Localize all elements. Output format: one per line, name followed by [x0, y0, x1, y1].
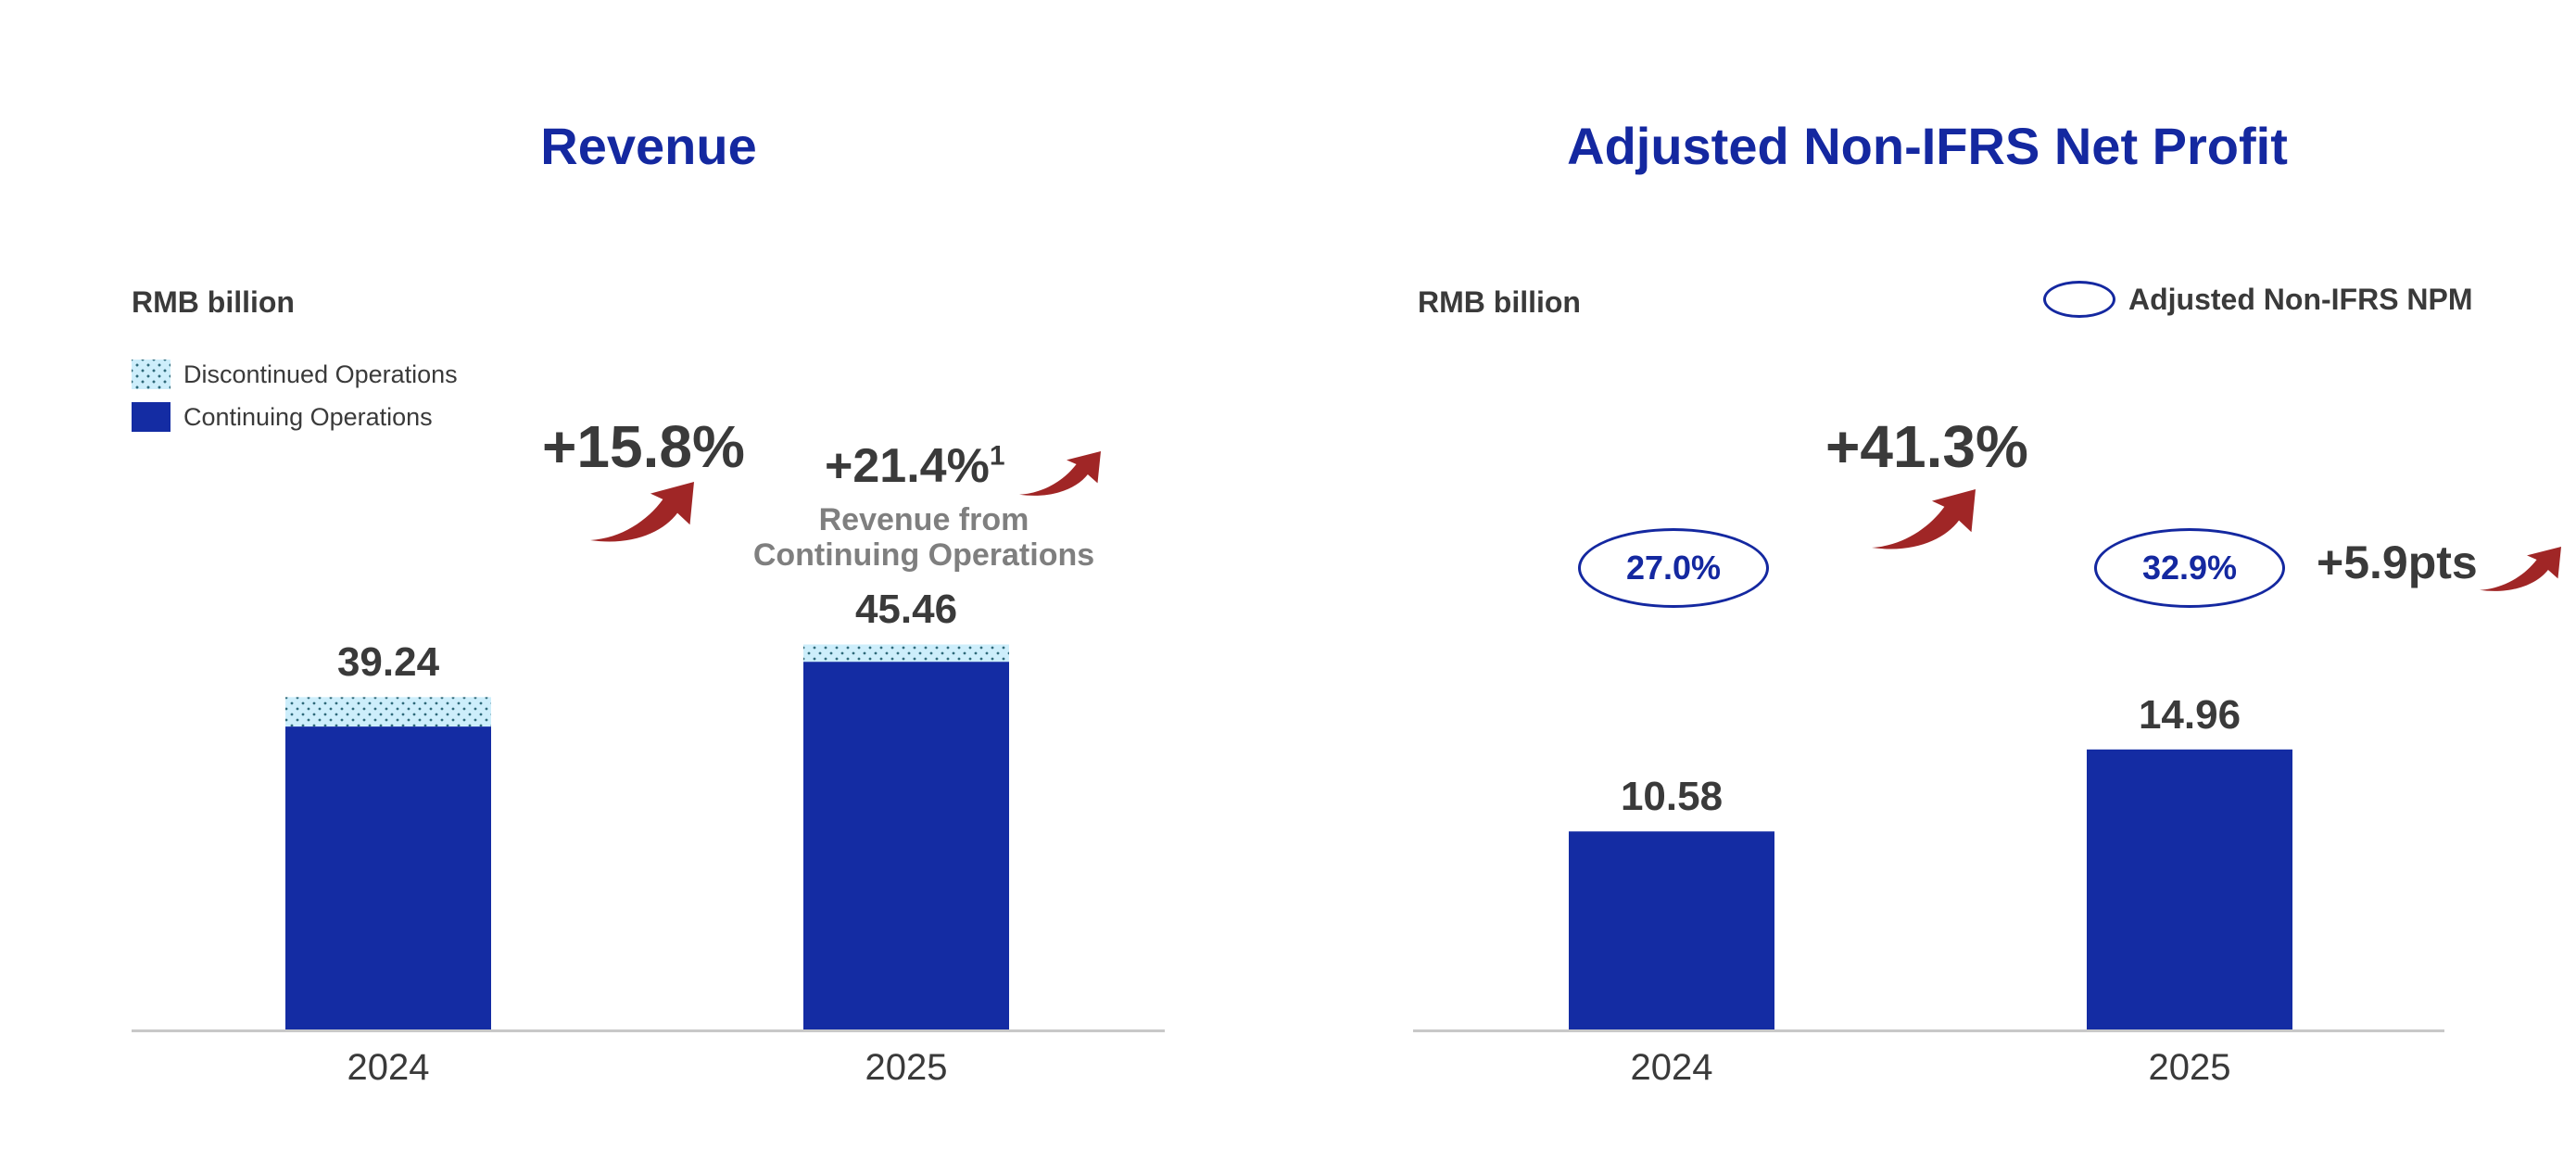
npm-bubble-2025: 32.9% — [2094, 528, 2285, 608]
legend-item-npm: Adjusted Non-IFRS NPM — [2043, 281, 2473, 318]
up-arrow-icon — [1872, 489, 1976, 549]
profit-chart-title: Adjusted Non-IFRS Net Profit — [1567, 117, 2288, 175]
legend-item-discontinued: Discontinued Operations — [132, 360, 458, 389]
profit-x-tick-2024: 2024 — [1630, 1047, 1713, 1088]
revenue-continuing-growth: +21.4%1 — [825, 438, 1005, 494]
bar-profit-2025 — [2087, 749, 2292, 1029]
revenue-unit-label: RMB billion — [132, 285, 295, 319]
profit-x-tick-2025: 2025 — [2148, 1047, 2231, 1088]
profit-unit-label: RMB billion — [1418, 285, 1581, 319]
revenue-chart-title: Revenue — [540, 117, 757, 175]
revenue-total-label-2025: 45.46 — [854, 587, 958, 633]
revenue-continuing-note: Revenue from Continuing Operations — [739, 502, 1109, 573]
bar-discontinued-2024 — [285, 697, 491, 727]
npm-bubble-2024: 27.0% — [1578, 528, 1769, 608]
revenue-x-tick-2025: 2025 — [865, 1047, 948, 1088]
up-arrow-icon — [590, 482, 694, 542]
legend-label-continuing: Continuing Operations — [183, 402, 433, 431]
bar-continuing-2024 — [285, 726, 491, 1029]
profit-growth: +41.3% — [1825, 413, 2028, 480]
bar-continuing-2025 — [803, 662, 1009, 1029]
profit-x-axis — [1413, 1029, 2444, 1032]
note-line-2: Continuing Operations — [752, 537, 1095, 573]
revenue-bars — [285, 644, 1009, 1029]
bar-discontinued-2025 — [803, 644, 1009, 663]
revenue-x-tick-2024: 2024 — [347, 1047, 430, 1088]
profit-label-2025: 14.96 — [2138, 691, 2241, 738]
profit-bars — [1569, 749, 2292, 1029]
legend-label-discontinued: Discontinued Operations — [183, 360, 458, 388]
up-arrow-icon — [1019, 451, 1101, 496]
legend-swatch-continuing — [132, 402, 170, 432]
legend-item-continuing: Continuing Operations — [132, 402, 433, 432]
revenue-total-label-2024: 39.24 — [336, 639, 440, 686]
legend-swatch-npm — [2043, 281, 2115, 318]
revenue-x-axis — [132, 1029, 1165, 1032]
profit-label-2024: 10.58 — [1620, 774, 1724, 820]
npm-change: +5.9pts — [2317, 537, 2478, 588]
footnote-marker: 1 — [989, 440, 1005, 472]
npm-value-2024: 27.0% — [1625, 549, 1722, 587]
revenue-continuing-growth-value: +21.4% — [825, 439, 990, 493]
revenue-total-growth: +15.8% — [542, 413, 745, 480]
note-line-1: Revenue from — [818, 502, 1029, 537]
bar-profit-2024 — [1569, 831, 1774, 1029]
up-arrow-icon — [2480, 547, 2561, 591]
legend-swatch-discontinued — [132, 360, 170, 389]
legend-label-npm: Adjusted Non-IFRS NPM — [2128, 282, 2473, 316]
npm-value-2025: 32.9% — [2141, 549, 2238, 587]
